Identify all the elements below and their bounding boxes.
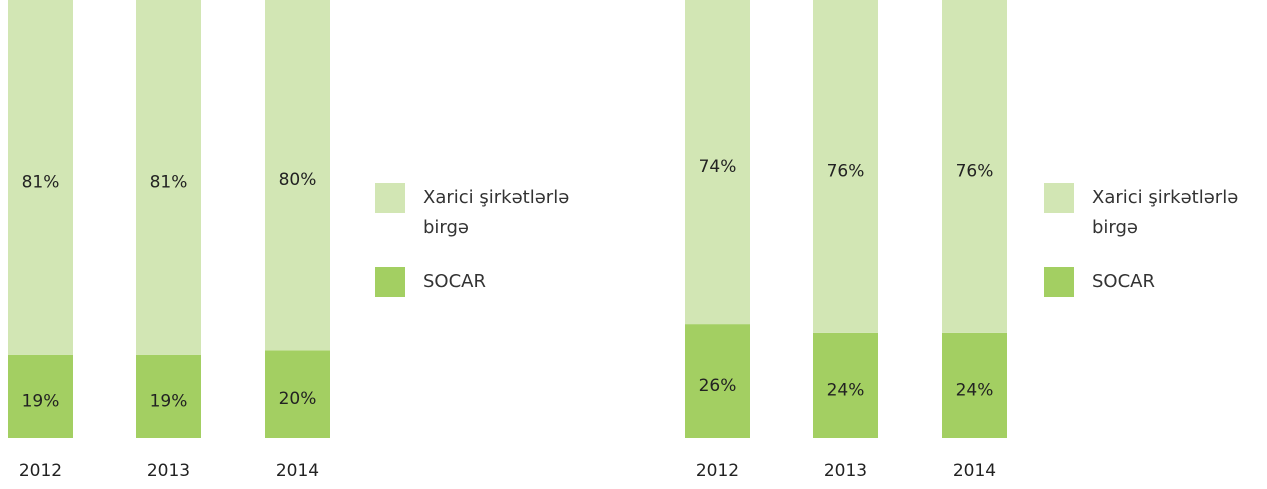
bar-segment bbox=[813, 0, 878, 333]
bar-segment bbox=[8, 354, 73, 438]
value-label: 76% bbox=[827, 161, 865, 181]
legend-swatch bbox=[375, 183, 405, 213]
legend-label: Xarici şirkətlərlə birgə bbox=[423, 187, 570, 238]
bar-segment bbox=[942, 332, 1007, 438]
x-tick-label: 2012 bbox=[696, 461, 739, 481]
value-label: 20% bbox=[279, 389, 317, 409]
value-label: 81% bbox=[22, 172, 60, 192]
x-tick-label: 2013 bbox=[147, 461, 190, 481]
legend-swatch bbox=[1044, 183, 1074, 213]
x-tick-label: 2014 bbox=[953, 461, 996, 481]
legend-label: SOCAR bbox=[423, 271, 486, 292]
bar-segment bbox=[265, 0, 330, 351]
legend-item: SOCAR bbox=[1044, 267, 1267, 297]
value-label: 26% bbox=[699, 376, 737, 396]
legend-swatch bbox=[1044, 267, 1074, 297]
value-label: 24% bbox=[827, 380, 865, 400]
value-label: 19% bbox=[22, 391, 60, 411]
bar-segment bbox=[685, 0, 750, 325]
legend-label: SOCAR bbox=[1092, 271, 1155, 292]
x-tick-label: 2013 bbox=[824, 461, 867, 481]
bar-segment bbox=[8, 0, 73, 355]
value-label: 81% bbox=[150, 172, 188, 192]
value-label: 24% bbox=[956, 380, 994, 400]
bar-segment bbox=[265, 350, 330, 438]
value-label: 80% bbox=[279, 170, 317, 190]
bar-segment bbox=[813, 332, 878, 438]
value-label: 19% bbox=[150, 391, 188, 411]
x-tick-label: 2014 bbox=[276, 461, 319, 481]
legend-label: Xarici şirkətlərlə birgə bbox=[1092, 187, 1239, 238]
legend-item: SOCAR bbox=[375, 267, 598, 297]
legend-swatch bbox=[375, 267, 405, 297]
bar-segment bbox=[136, 354, 201, 438]
value-label: 74% bbox=[699, 157, 737, 177]
legend-item: Xarici şirkətlərlə birgə bbox=[1044, 183, 1267, 243]
value-label: 76% bbox=[956, 161, 994, 181]
legend-item: Xarici şirkətlərlə birgə bbox=[375, 183, 598, 243]
bar-segment bbox=[685, 324, 750, 438]
bar-segment bbox=[942, 0, 1007, 333]
x-tick-label: 2012 bbox=[19, 461, 62, 481]
bar-segment bbox=[136, 0, 201, 355]
